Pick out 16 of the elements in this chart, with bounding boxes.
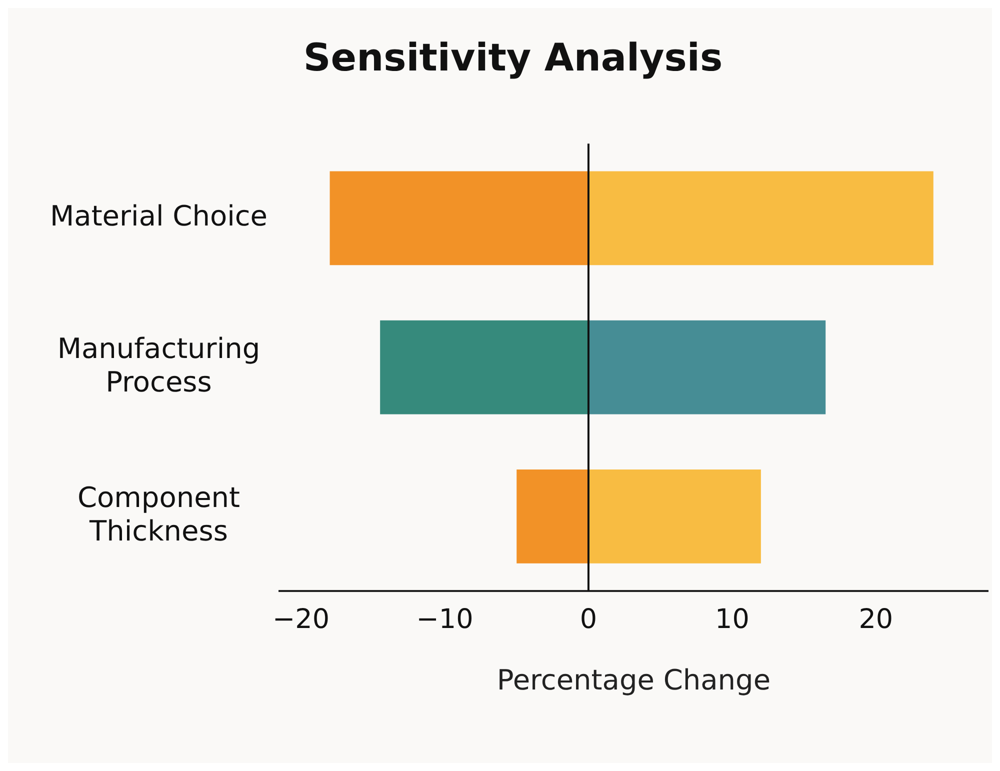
x-tick-label: 0 [580, 604, 598, 636]
bar [330, 171, 588, 266]
x-axis-title: Percentage Change [496, 663, 771, 696]
x-tick-label: −10 [416, 604, 474, 636]
bar [516, 469, 588, 564]
y-tick-label: Manufacturing Process [57, 332, 260, 398]
x-tick-label: −20 [272, 604, 330, 636]
chart-title: Sensitivity Analysis [303, 36, 723, 80]
bar [588, 171, 934, 266]
bar [380, 320, 588, 414]
x-tick-label: 10 [715, 604, 750, 636]
bar [588, 320, 826, 414]
bar [588, 469, 761, 564]
x-tick-label: 20 [858, 604, 894, 636]
y-tick-label: Material Choice [50, 199, 268, 232]
y-tick-label: Component Thickness [77, 480, 240, 548]
